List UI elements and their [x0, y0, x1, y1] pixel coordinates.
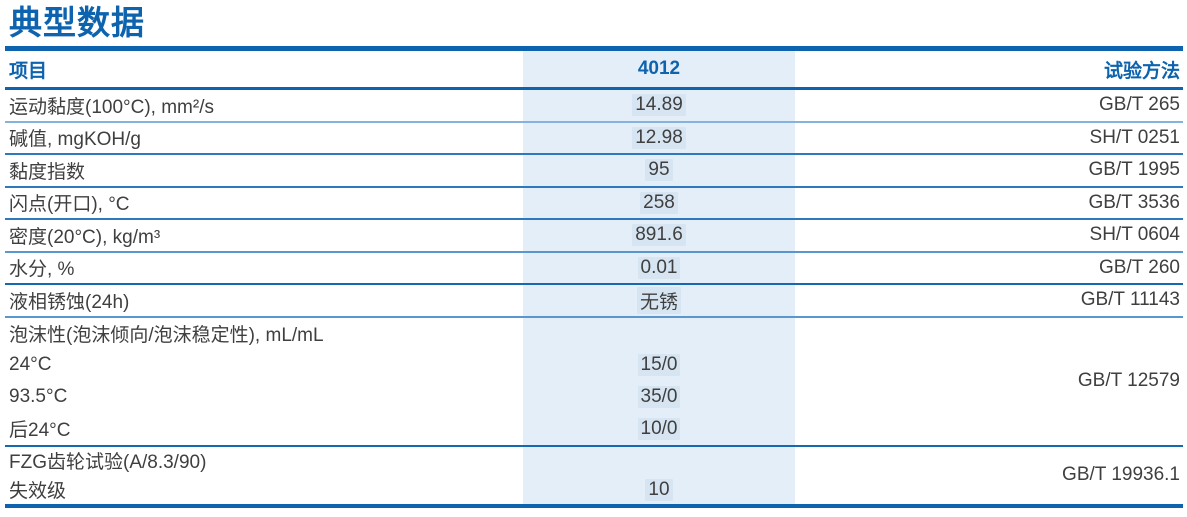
typical-data-table: 项目 4012 试验方法 运动黏度(100°C), mm²/s 14.89 GB…	[5, 46, 1183, 508]
value-text: 无锈	[636, 286, 681, 314]
fzg-value-spacer	[523, 447, 795, 476]
method-cell: GB/T 19936.1	[1062, 464, 1180, 486]
value-cell: 14.89	[523, 90, 795, 121]
value-text: 258	[640, 191, 678, 214]
value-text: 891.6	[632, 224, 686, 247]
table-row-foam-characteristics: 泡沫性(泡沫倾向/泡沫稳定性), mL/mL 24°C 93.5°C 后24°C…	[5, 317, 1183, 447]
method-cell: GB/T 11143	[1080, 289, 1180, 311]
item-cell: 液相锈蚀(24h)	[9, 291, 130, 313]
table-row-density: 密度(20°C), kg/m³ 891.6 SH/T 0604	[5, 220, 1183, 253]
foam-value-93-5c: 35/0	[637, 385, 681, 408]
column-header-method: 试验方法	[1103, 60, 1180, 82]
value-text: 95	[645, 159, 673, 182]
value-cell: 10	[523, 446, 795, 504]
item-cell: FZG齿轮试验(A/8.3/90) 失效级	[5, 447, 523, 505]
item-cell: 黏度指数	[9, 161, 86, 183]
method-cell: GB/T 3536	[1088, 191, 1180, 213]
method-cell: GB/T 12579	[1077, 370, 1180, 391]
item-cell: 运动黏度(100°C), mm²/s	[9, 96, 214, 118]
method-cell: SH/T 0604	[1089, 224, 1180, 246]
column-header-item: 项目	[9, 60, 48, 82]
table-row-flash-point: 闪点(开口), °C 258 GB/T 3536	[5, 187, 1183, 220]
foam-value-24c: 15/0	[637, 354, 681, 377]
value-cell: 15/0 35/0 10/0	[523, 317, 795, 445]
item-cell: 闪点(开口), °C	[9, 194, 130, 216]
method-cell: GB/T 260	[1099, 256, 1180, 278]
table-row-rust-test: 液相锈蚀(24h) 无锈 GB/T 11143	[5, 285, 1183, 318]
table-row-water-content: 水分, % 0.01 GB/T 260	[5, 252, 1183, 285]
table-row-viscosity-index: 黏度指数 95 GB/T 1995	[5, 155, 1183, 188]
table-row-base-number: 碱值, mgKOH/g 12.98 SH/T 0251	[5, 122, 1183, 155]
item-cell: 水分, %	[9, 259, 75, 281]
page-title: 典型数据	[9, 4, 145, 41]
fzg-item-fail-stage: 失效级	[9, 481, 67, 503]
foam-item-24c: 24°C	[9, 354, 52, 376]
value-cell: 95	[523, 155, 795, 186]
foam-item-93-5c: 93.5°C	[9, 385, 68, 407]
value-cell: 0.01	[523, 252, 795, 283]
foam-value-spacer	[523, 318, 795, 350]
value-text: 0.01	[637, 256, 681, 279]
foam-item-title: 泡沫性(泡沫倾向/泡沫稳定性), mL/mL	[9, 324, 324, 346]
item-cell: 泡沫性(泡沫倾向/泡沫稳定性), mL/mL 24°C 93.5°C 后24°C	[5, 318, 523, 445]
foam-item-after24: 后24°C	[9, 420, 71, 442]
column-header-product: 4012	[523, 51, 795, 87]
method-cell: GB/T 1995	[1088, 159, 1180, 181]
foam-value-after24: 10/0	[637, 417, 681, 440]
value-cell: 12.98	[523, 122, 795, 153]
value-text: 14.89	[632, 94, 686, 117]
value-text: 12.98	[632, 126, 686, 149]
method-cell: GB/T 265	[1099, 94, 1180, 116]
value-cell: 无锈	[523, 285, 795, 316]
fzg-value-fail-stage: 10	[645, 478, 673, 501]
table-row-fzg-gear-test: FZG齿轮试验(A/8.3/90) 失效级 10 GB/T 19936.1	[5, 446, 1183, 508]
method-cell: SH/T 0251	[1089, 126, 1180, 148]
table-row-kinematic-viscosity: 运动黏度(100°C), mm²/s 14.89 GB/T 265	[5, 90, 1183, 123]
item-cell: 碱值, mgKOH/g	[9, 129, 141, 151]
fzg-item-title: FZG齿轮试验(A/8.3/90)	[9, 452, 207, 474]
value-cell: 258	[523, 187, 795, 218]
item-cell: 密度(20°C), kg/m³	[9, 226, 161, 248]
value-cell: 891.6	[523, 220, 795, 251]
table-header-row: 项目 4012 试验方法	[5, 51, 1183, 90]
